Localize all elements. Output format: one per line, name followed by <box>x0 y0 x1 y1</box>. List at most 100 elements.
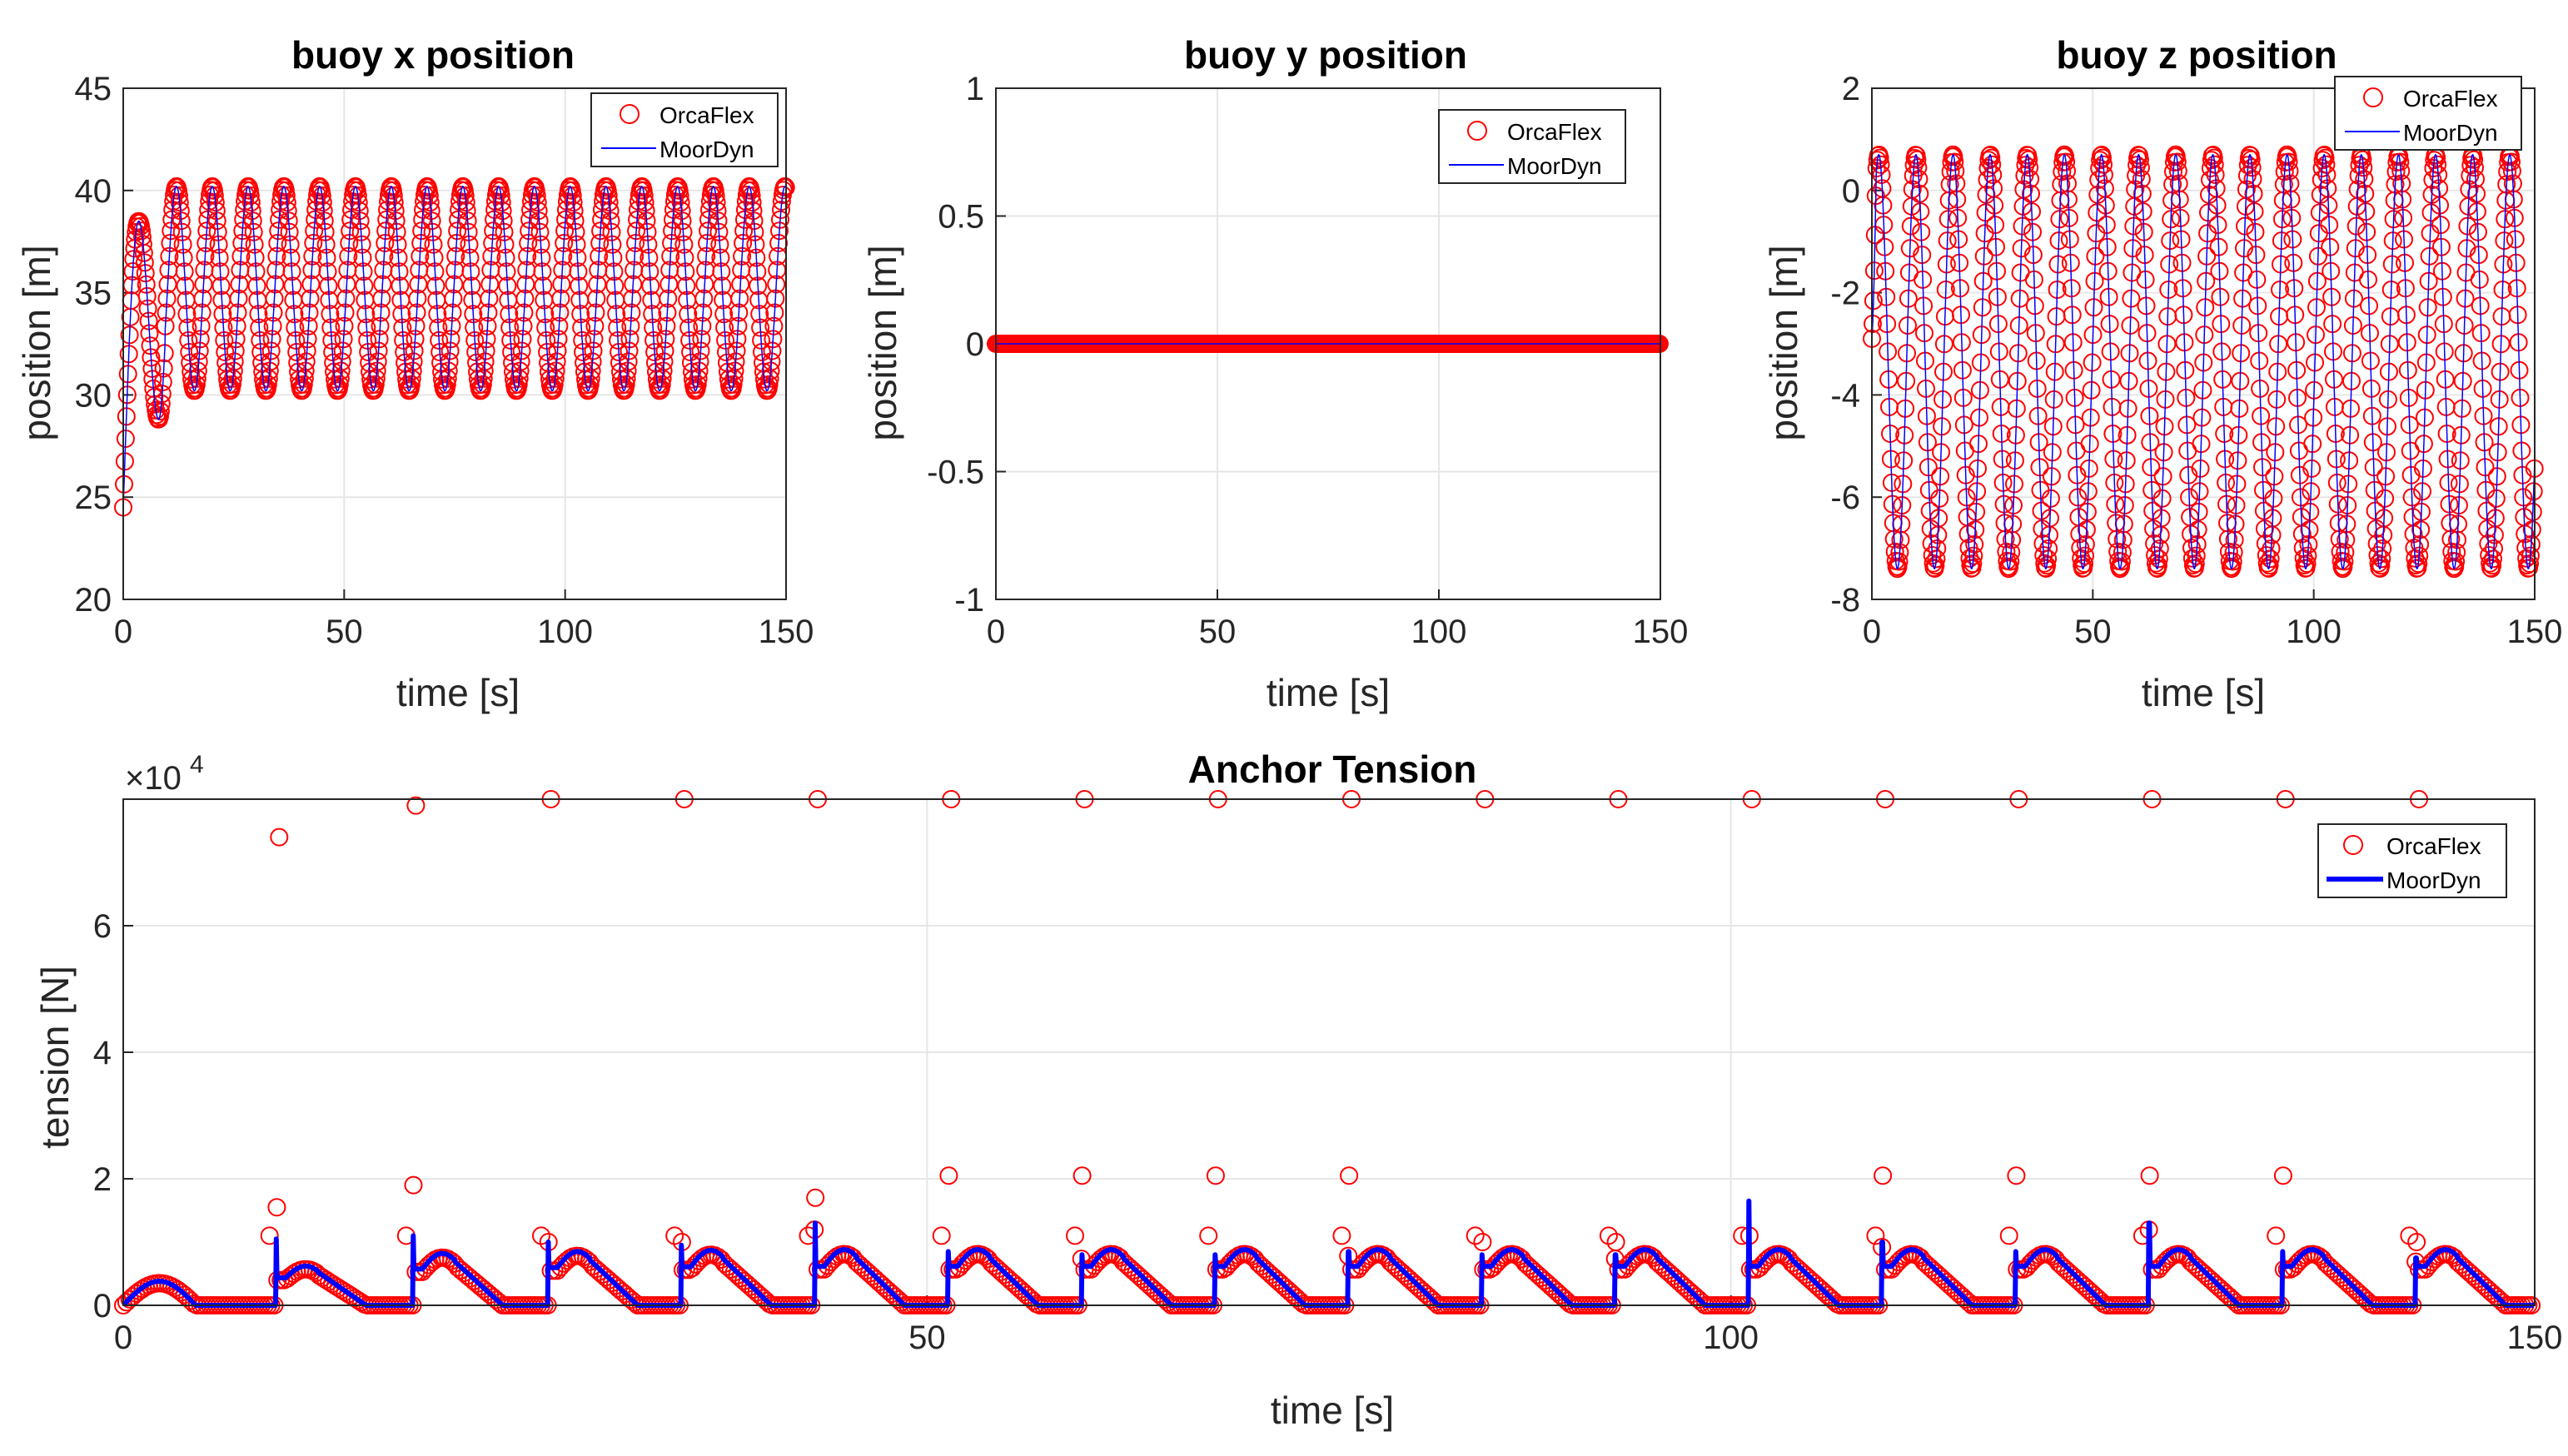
orcaflex-point <box>331 361 351 380</box>
orcaflex-point <box>742 186 761 205</box>
legend-orcaflex-label: OrcaFlex <box>2386 833 2481 859</box>
orcaflex-point <box>421 193 440 212</box>
orcaflex-point <box>164 192 183 211</box>
orcaflex-point <box>276 186 296 205</box>
x-tick-label: 50 <box>1199 614 1237 650</box>
chart-title: Anchor Tension <box>1188 748 1477 791</box>
orcaflex-point <box>134 243 153 262</box>
legend[interactable]: OrcaFlex MoorDyn <box>2317 823 2507 898</box>
y-tick-label: -1 <box>954 582 984 619</box>
plot-area <box>114 87 795 600</box>
orcaflex-point <box>772 192 791 211</box>
chart-buoy-x-position: buoy x position time [s] position [m] 0 5… <box>15 33 814 714</box>
x-tick-label: 0 <box>114 614 132 650</box>
orcaflex-point <box>1889 558 1908 576</box>
orcaflex-point <box>343 192 362 211</box>
orcaflex-point <box>187 375 206 394</box>
y-axis-label: position [m] <box>15 245 58 440</box>
tick-labels: 0 50 100 150 -8 -6 -4 -2 0 2 <box>1830 71 2562 650</box>
legend[interactable]: OrcaFlex MoorDyn <box>2334 76 2522 151</box>
orcaflex-point <box>2112 552 2131 571</box>
orcaflex-point <box>2167 147 2186 166</box>
orcaflex-point <box>277 193 296 212</box>
orcaflex-point <box>456 193 475 212</box>
y-tick-label: 35 <box>75 276 112 312</box>
orcaflex-point <box>736 192 755 211</box>
legend-orcaflex-label: OrcaFlex <box>659 102 754 128</box>
orcaflex-point <box>169 186 188 205</box>
orcaflex-point <box>2000 558 2019 576</box>
orcaflex-point <box>689 361 709 380</box>
y-tick-label: 4 <box>93 1035 112 1071</box>
orcaflex-point <box>236 192 255 211</box>
legend-box <box>1438 109 1626 184</box>
chart-title: buoy x position <box>291 33 575 77</box>
chart-title: buoy z position <box>2056 33 2337 77</box>
orcaflex-point <box>594 192 612 211</box>
orcaflex-point <box>724 375 743 394</box>
moordyn-line <box>122 186 787 508</box>
orcaflex-point <box>600 193 619 212</box>
legend-moordyn-label: MoorDyn <box>1507 153 1602 179</box>
orcaflex-point <box>2056 147 2075 166</box>
orcaflex-point <box>271 192 291 211</box>
orcaflex-point <box>558 192 576 211</box>
orcaflex-point <box>2057 152 2076 171</box>
orcaflex-point <box>2187 546 2206 565</box>
orcaflex-point <box>241 193 261 212</box>
axes-frame <box>995 87 1661 600</box>
legend-orcaflex-label: OrcaFlex <box>2403 86 2498 112</box>
orcaflex-point <box>330 375 349 394</box>
orcaflex-point <box>2112 558 2130 576</box>
orcaflex-point <box>241 186 260 205</box>
legend[interactable]: OrcaFlex MoorDyn <box>590 92 779 167</box>
orcaflex-point <box>616 375 635 394</box>
orcaflex-point <box>2001 552 2020 571</box>
orcaflex-point <box>151 402 170 420</box>
y-axis-label: position [m] <box>861 245 904 440</box>
orcaflex-point <box>2130 150 2149 169</box>
orcaflex-point <box>2019 150 2038 169</box>
orcaflex-point <box>475 361 494 380</box>
orcaflex-point <box>437 375 456 394</box>
orcaflex-point <box>670 186 689 205</box>
orcaflex-point <box>2167 152 2187 171</box>
x-tick-label: 50 <box>326 614 363 650</box>
orcaflex-point <box>385 193 404 212</box>
orcaflex-point <box>700 192 719 211</box>
tick-labels: 0 50 100 150 20 25 30 35 40 45 <box>75 71 814 650</box>
orcaflex-point <box>688 375 707 394</box>
orcaflex-point <box>725 361 744 380</box>
legend-moordyn-label: MoorDyn <box>659 137 754 162</box>
plot-area <box>1863 87 2544 600</box>
y-tick-label: -4 <box>1830 377 1860 414</box>
orcaflex-point <box>1944 147 1963 166</box>
orcaflex-point <box>546 361 565 380</box>
orcaflex-point <box>522 192 540 211</box>
orcaflex-point <box>170 193 189 212</box>
orcaflex-point <box>706 186 725 205</box>
orcaflex-point <box>1963 554 1983 574</box>
legend[interactable]: OrcaFlex MoorDyn <box>1438 109 1626 184</box>
legend-orcaflex-label: OrcaFlex <box>1507 119 1602 145</box>
orcaflex-point <box>707 193 726 212</box>
y-tick-label: 6 <box>93 908 112 945</box>
orcaflex-point <box>1908 150 1927 169</box>
x-tick-label: 0 <box>1863 614 1881 650</box>
chart-buoy-z-position: buoy z position time [s] position [m] 0 5… <box>1762 33 2562 714</box>
orcaflex-point <box>1889 552 1909 571</box>
orcaflex-point <box>1909 158 1928 177</box>
orcaflex-point <box>665 192 684 211</box>
x-axis-label: time [s] <box>1267 671 1390 714</box>
orcaflex-point <box>652 375 671 394</box>
orcaflex-point <box>1927 549 1946 569</box>
series-moordyn <box>122 186 787 508</box>
axis-multiplier-base: ×10 <box>125 760 182 797</box>
orcaflex-point <box>582 361 601 380</box>
orcaflex-point <box>258 375 277 394</box>
x-tick-label: 150 <box>1633 614 1689 650</box>
y-tick-label: 45 <box>75 71 112 107</box>
x-tick-label: 0 <box>114 1319 132 1356</box>
orcaflex-point <box>224 361 243 380</box>
orcaflex-point <box>1945 152 1964 171</box>
